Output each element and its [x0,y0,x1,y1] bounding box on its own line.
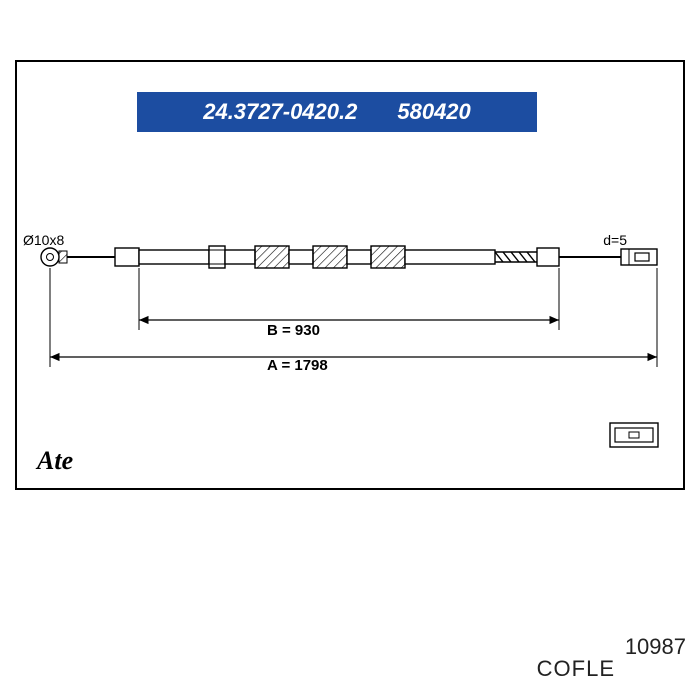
drawing-frame: 24.3727-0420.2 580420 Ø10x8 d=5 [15,60,685,490]
footer-part-number: 10987 [625,634,686,660]
dimension-a-label: A = 1798 [267,357,328,374]
clevis-inset-icon [609,422,659,448]
diagram-area: Ø10x8 d=5 [17,202,683,402]
cable-drawing [17,202,687,402]
header-band: 24.3727-0420.2 580420 [137,92,537,132]
brand-logo: Ate [37,446,73,476]
part-number-secondary: 580420 [397,99,470,125]
footer-brand: COFLE [537,656,615,682]
part-number-primary: 24.3727-0420.2 [203,99,357,125]
dimension-b-label: B = 930 [267,322,320,339]
